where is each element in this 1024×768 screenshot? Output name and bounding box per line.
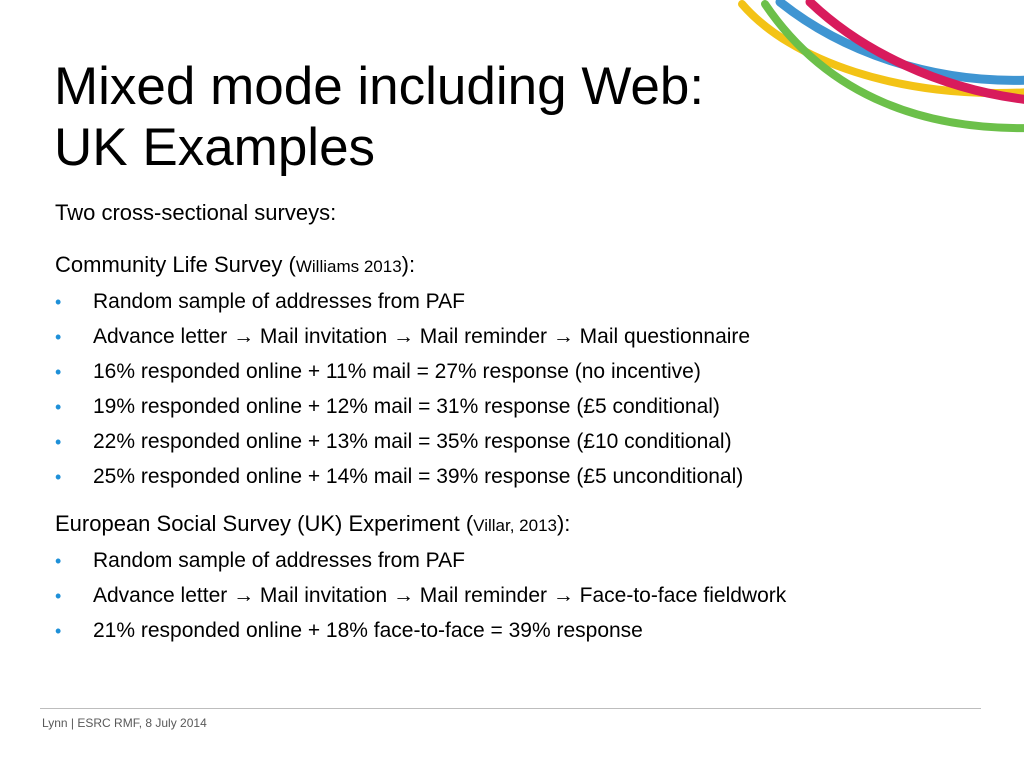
slide-title: Mixed mode including Web: UK Examples <box>54 56 704 178</box>
bullet-text: 25% responded online + 14% mail = 39% re… <box>93 465 744 488</box>
bullet-text: Random sample of addresses from PAF <box>93 290 465 313</box>
bullet-text: 19% responded online + 12% mail = 31% re… <box>93 395 720 418</box>
footer-text: Lynn | ESRC RMF, 8 July 2014 <box>42 716 207 730</box>
list-item: • 22% responded online + 13% mail = 35% r… <box>55 428 750 463</box>
list-item: • 19% responded online + 12% mail = 31% r… <box>55 393 750 428</box>
section-1-heading-main: Community Life Survey ( <box>55 252 296 277</box>
slide-title-line-2: UK Examples <box>54 118 376 177</box>
section-2-heading-main: European Social Survey (UK) Experiment ( <box>55 511 474 536</box>
bullet-text: Advance letter → Mail invitation → Mail … <box>93 325 751 348</box>
bullet-text: 16% responded online + 11% mail = 27% re… <box>93 360 701 383</box>
section-2-heading-end: ): <box>556 511 571 536</box>
slide-title-line-1: Mixed mode including Web: <box>54 57 705 116</box>
bullet-icon: • <box>55 586 62 606</box>
section-1-heading: Community Life Survey (Williams 2013): <box>55 251 415 281</box>
list-item: • Advance letter → Mail invitation → Mail… <box>55 323 750 358</box>
list-item: • Random sample of addresses from PAF <box>55 547 786 582</box>
bullet-icon: • <box>55 362 62 382</box>
bullet-icon: • <box>55 551 62 571</box>
bullet-icon: • <box>55 467 62 487</box>
list-item: • 16% responded online + 11% mail = 27% r… <box>55 358 750 393</box>
section-2-citation: Villar, 2013 <box>473 516 557 535</box>
list-item: • Advance letter → Mail invitation → Mail… <box>55 582 786 617</box>
bullet-icon: • <box>55 327 62 347</box>
bullet-text: 22% responded online + 13% mail = 35% re… <box>93 430 732 453</box>
intro-text: Two cross-sectional surveys: <box>55 200 337 225</box>
bullet-text: Random sample of addresses from PAF <box>93 549 465 572</box>
bullet-icon: • <box>55 432 62 452</box>
bullet-icon: • <box>55 397 62 417</box>
bullet-text: Advance letter → Mail invitation → Mail … <box>93 584 787 607</box>
footer-divider <box>40 708 981 709</box>
list-item: • Random sample of addresses from PAF <box>55 288 750 323</box>
bullet-text: 21% responded online + 18% face-to-face … <box>93 619 643 642</box>
section-1-heading-end: ): <box>401 252 416 277</box>
bullet-icon: • <box>55 621 62 641</box>
section-2-heading: European Social Survey (UK) Experiment (… <box>55 510 570 540</box>
section-1-bullet-list: • Random sample of addresses from PAF • Ad… <box>55 288 750 498</box>
swoosh-magenta-stroke <box>805 0 1024 104</box>
list-item: • 21% responded online + 18% face-to-face… <box>55 617 786 652</box>
bullet-icon: • <box>55 292 62 312</box>
section-1-citation: Williams 2013 <box>295 257 402 276</box>
list-item: • 25% responded online + 14% mail = 39% r… <box>55 463 750 498</box>
section-2-bullet-list: • Random sample of addresses from PAF • Ad… <box>55 547 786 652</box>
swoosh-green-stroke <box>761 0 1024 133</box>
